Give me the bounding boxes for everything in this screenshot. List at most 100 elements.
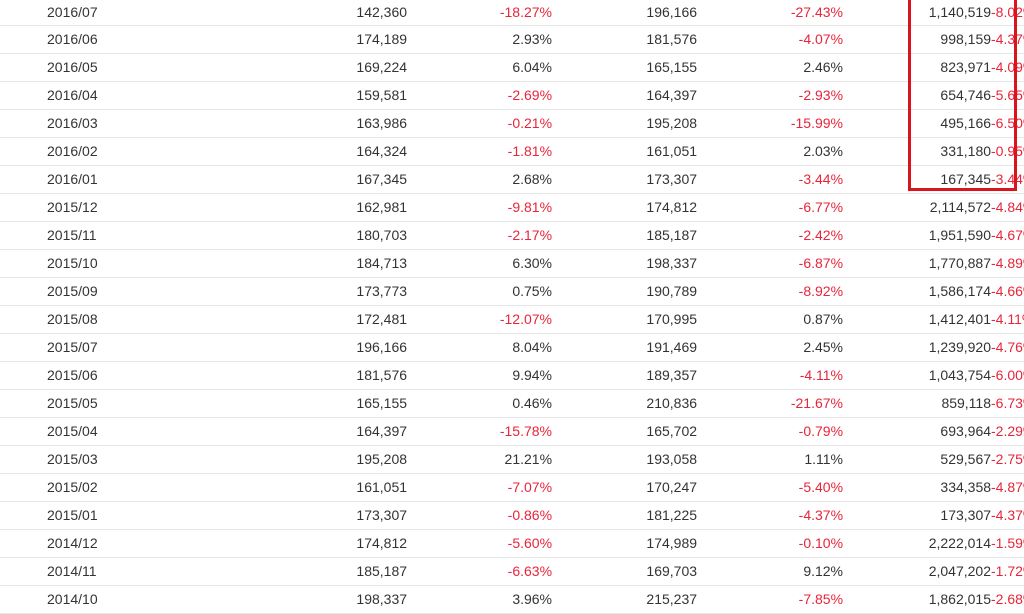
table-row: 2015/05 165,155 0.46% 210,836 -21.67% 859,118… [0,389,1024,418]
month-cell: 2015/06 [47,361,208,390]
monthly-change-cell: -2.69% [407,81,553,110]
monthly-value-cell: 174,189 [207,25,408,54]
comparison-value-cell: 196,166 [552,0,698,26]
table-row: 2015/06 181,576 9.94% 189,357 -4.11% 1,043,75… [0,361,1024,390]
monthly-change-cell: -15.78% [407,417,553,446]
row-spacer [0,585,47,614]
month-cell: 2014/11 [47,557,208,586]
month-cell: 2016/02 [47,137,208,166]
comparison-change-cell: 0.87% [697,305,844,334]
month-cell: 2015/07 [47,333,208,362]
comparison-value-cell: 181,576 [552,25,698,54]
row-spacer [0,361,47,390]
table-row: 2015/12 162,981 -9.81% 174,812 -6.77% 2,114,5… [0,193,1024,222]
monthly-change-cell: 6.04% [407,53,553,82]
table-row: 2015/10 184,713 6.30% 198,337 -6.87% 1,770,88… [0,249,1024,278]
table-row: 2016/06 174,189 2.93% 181,576 -4.07% 998,159-… [0,25,1024,54]
monthly-value-cell: 173,773 [207,277,408,306]
row-spacer [0,473,47,502]
comparison-value-cell: 195,208 [552,109,698,138]
cumulative-value-cell: 1,043,754 [843,361,992,390]
comparison-change-cell: -27.43% [697,0,844,26]
comparison-change-cell: -4.37% [697,501,844,530]
cumulative-value-cell: 654,746 [843,81,992,110]
month-cell: 2014/12 [47,529,208,558]
row-spacer [0,417,47,446]
cumulative-change-cell: -2.68% [991,585,1024,614]
monthly-value-cell: 185,187 [207,557,408,586]
monthly-value-cell: 181,576 [207,361,408,390]
table-row: 2015/03 195,208 21.21% 193,058 1.11% 529,567-… [0,445,1024,474]
table-row: 2015/02 161,051 -7.07% 170,247 -5.40% 334,358… [0,473,1024,502]
month-cell: 2015/03 [47,445,208,474]
cumulative-change-cell: -4.37% [991,501,1024,530]
month-cell: 2016/07 [47,0,208,26]
table-row: 2015/01 173,307 -0.86% 181,225 -4.37% 173,307… [0,501,1024,530]
cumulative-change-cell: -1.59% [991,529,1024,558]
monthly-value-cell: 195,208 [207,445,408,474]
cumulative-value-cell: 331,180 [843,137,992,166]
month-cell: 2015/11 [47,221,208,250]
comparison-value-cell: 190,789 [552,277,698,306]
cumulative-change-cell: -8.02% [991,0,1024,26]
comparison-value-cell: 193,058 [552,445,698,474]
row-spacer [0,25,47,54]
comparison-value-cell: 170,995 [552,305,698,334]
cumulative-value-cell: 1,862,015 [843,585,992,614]
cumulative-change-cell: -3.44% [991,165,1024,194]
comparison-change-cell: -15.99% [697,109,844,138]
monthly-value-cell: 173,307 [207,501,408,530]
cumulative-value-cell: 167,345 [843,165,992,194]
comparison-change-cell: -2.93% [697,81,844,110]
monthly-value-cell: 169,224 [207,53,408,82]
comparison-change-cell: -4.11% [697,361,844,390]
cumulative-change-cell: -4.37% [991,25,1024,54]
monthly-change-cell: -5.60% [407,529,553,558]
month-cell: 2015/12 [47,193,208,222]
comparison-change-cell: 9.12% [697,557,844,586]
cumulative-value-cell: 1,586,174 [843,277,992,306]
comparison-change-cell: -8.92% [697,277,844,306]
table-row: 2014/10 198,337 3.96% 215,237 -7.85% 1,862,01… [0,585,1024,614]
table-row: 2015/08 172,481 -12.07% 170,995 0.87% 1,412,4… [0,305,1024,334]
table-row: 2015/07 196,166 8.04% 191,469 2.45% 1,239,920… [0,333,1024,362]
comparison-change-cell: -3.44% [697,165,844,194]
cumulative-change-cell: -5.65% [991,81,1024,110]
cumulative-value-cell: 823,971 [843,53,992,82]
comparison-change-cell: -5.40% [697,473,844,502]
comparison-value-cell: 181,225 [552,501,698,530]
table-row: 2016/04 159,581 -2.69% 164,397 -2.93% 654,746… [0,81,1024,110]
comparison-value-cell: 189,357 [552,361,698,390]
monthly-value-cell: 164,324 [207,137,408,166]
monthly-change-cell: -18.27% [407,0,553,26]
comparison-value-cell: 174,989 [552,529,698,558]
cumulative-change-cell: -6.50% [991,109,1024,138]
comparison-change-cell: -7.85% [697,585,844,614]
month-cell: 2015/02 [47,473,208,502]
row-spacer [0,0,47,26]
comparison-value-cell: 174,812 [552,193,698,222]
row-spacer [0,193,47,222]
cumulative-change-cell: -2.75% [991,445,1024,474]
monthly-value-cell: 164,397 [207,417,408,446]
table-row: 2016/01 167,345 2.68% 173,307 -3.44% 167,345-… [0,165,1024,194]
cumulative-change-cell: -2.29% [991,417,1024,446]
monthly-value-cell: 174,812 [207,529,408,558]
monthly-change-cell: -2.17% [407,221,553,250]
monthly-value-cell: 163,986 [207,109,408,138]
month-cell: 2016/01 [47,165,208,194]
table-row: 2016/02 164,324 -1.81% 161,051 2.03% 331,180-… [0,137,1024,166]
monthly-value-cell: 198,337 [207,585,408,614]
monthly-change-cell: 9.94% [407,361,553,390]
month-cell: 2016/04 [47,81,208,110]
monthly-value-cell: 172,481 [207,305,408,334]
comparison-change-cell: 2.46% [697,53,844,82]
cumulative-change-cell: -6.73% [991,389,1024,418]
comparison-change-cell: -4.07% [697,25,844,54]
cumulative-value-cell: 495,166 [843,109,992,138]
row-spacer [0,529,47,558]
monthly-value-cell: 162,981 [207,193,408,222]
monthly-value-cell: 142,360 [207,0,408,26]
row-spacer [0,221,47,250]
